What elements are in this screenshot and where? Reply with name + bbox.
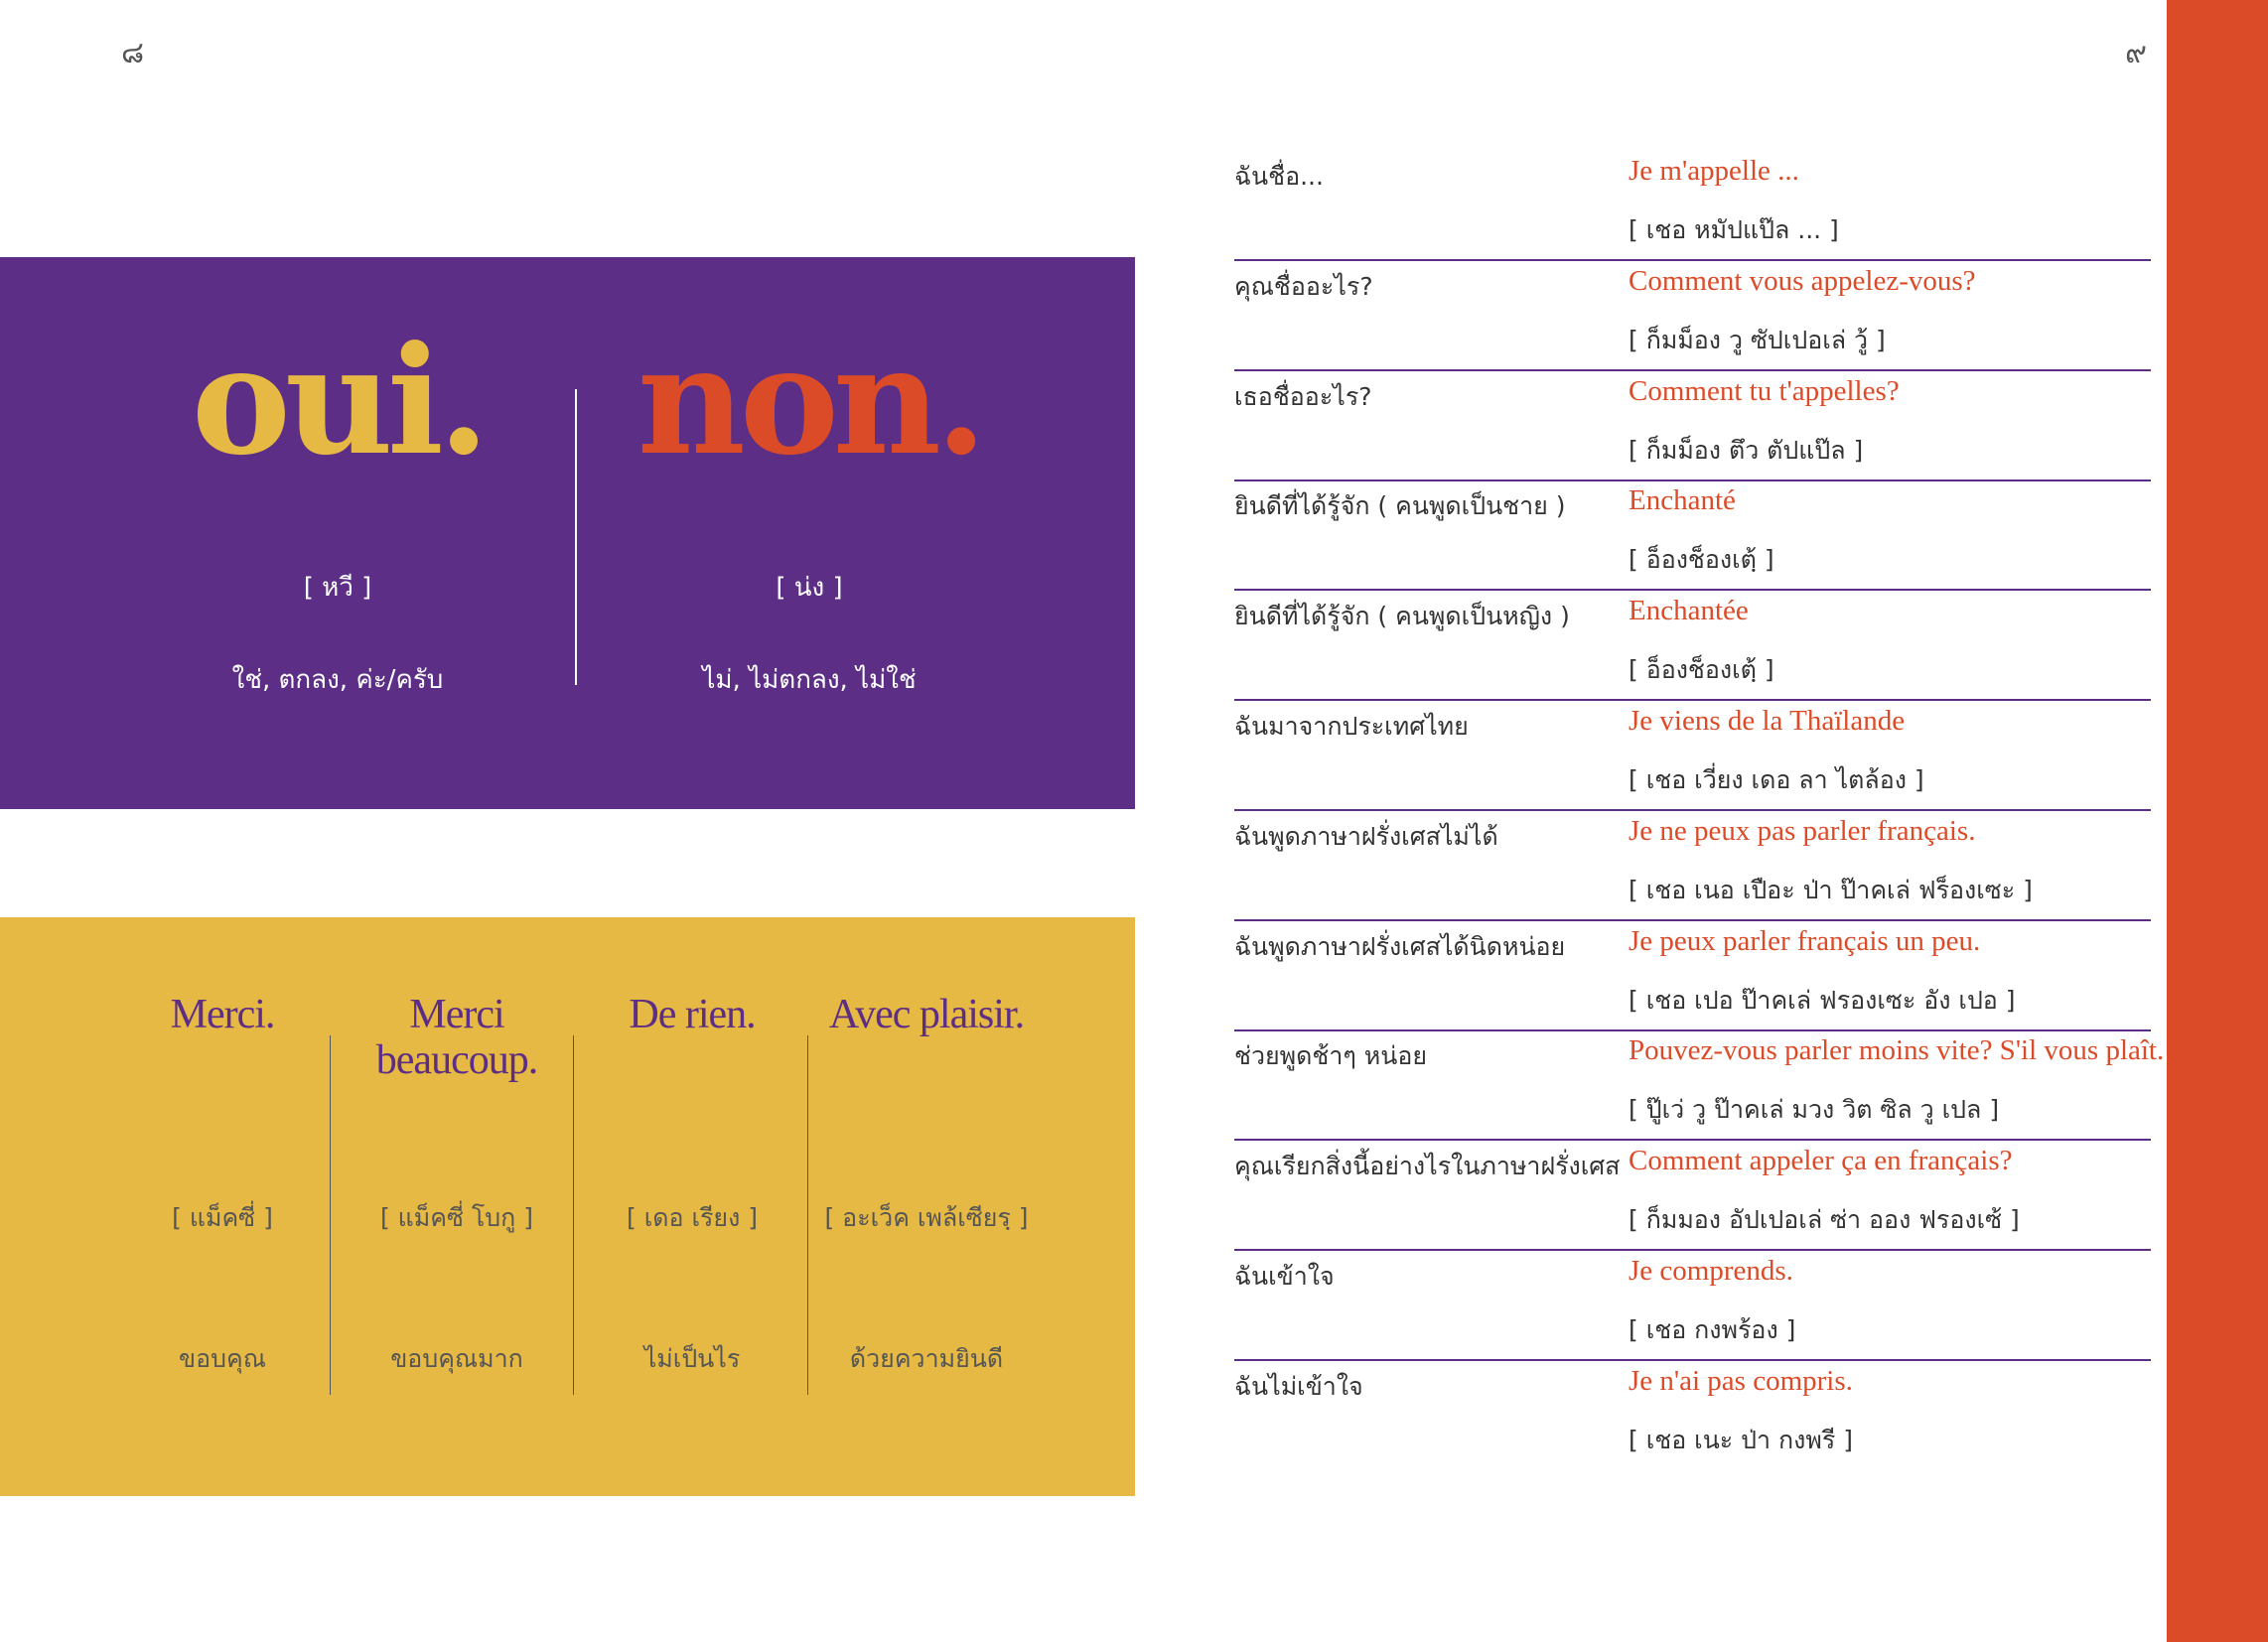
row-divider <box>1234 1249 2151 1252</box>
oui-word: oui. <box>191 314 490 488</box>
french-phrase: Comment appeler ça en français? <box>1629 1145 2013 1177</box>
thai-phrase: ยินดีที่ได้รู้จัก ( คนพูดเป็นหญิง ) <box>1234 602 1570 631</box>
divider <box>807 1035 808 1395</box>
divider <box>330 1035 331 1395</box>
thanks-pronunciation: [ อะเว็ค เพล้เซียรฺ ] <box>824 1203 1029 1232</box>
phrase-row: ฉันชื่อ... Je m'appelle ... [ เชอ หมัปแป๊ล… <box>1234 151 2151 261</box>
non-meaning: ไม่, ไม่ตกลง, ไม่ใช่ <box>702 665 917 695</box>
french-phrase: Je n'ai pas compris. <box>1629 1364 1853 1397</box>
thanks-word: Merci beaucoup. <box>375 992 538 1083</box>
row-divider <box>1234 259 2151 261</box>
phrase-row: ฉันมาจากประเทศไทย Je viens de la Thaïland… <box>1234 701 2151 811</box>
non-pronunciation: [ น่ง ] <box>776 573 843 603</box>
french-phrase: Enchanté <box>1629 484 1736 517</box>
row-divider <box>1234 918 2151 921</box>
french-phrase: Comment tu t'appelles? <box>1629 374 1900 407</box>
row-divider <box>1234 699 2151 702</box>
pronunciation: [ อ็องช็องเตฺ้ ] <box>1629 655 1774 685</box>
thanks-meaning: ขอบคุณมาก <box>390 1344 523 1373</box>
phrase-row: คุณเรียกสิ่งนี้อย่างไรในภาษาฝรั่งเศส Comm… <box>1234 1141 2151 1252</box>
thanks-pronunciation: [ แม็คซี่ ] <box>172 1203 273 1232</box>
pronunciation: [ อ็องช็องเตฺ้ ] <box>1629 545 1774 575</box>
thai-phrase: ฉันมาจากประเทศไทย <box>1234 712 1469 741</box>
row-divider <box>1234 368 2151 371</box>
thanks-meaning: ด้วยความยินดี <box>849 1344 1004 1373</box>
page-number-left: ๘ <box>121 37 145 69</box>
french-phrase: Enchantée <box>1629 595 1749 627</box>
phrase-row: ฉันพูดภาษาฝรั่งเศสไม่ได้ Je ne peux pas p… <box>1234 811 2151 921</box>
pronunciation: [ เชอ เนะ ป่า กงพรี ] <box>1629 1425 1853 1454</box>
thai-phrase: ฉันไม่เข้าใจ <box>1234 1371 1363 1401</box>
phrase-row: ฉันพูดภาษาฝรั่งเศสได้นิดหน่อย Je peux par… <box>1234 921 2151 1031</box>
page-number-right: ๙ <box>2125 37 2147 69</box>
row-divider <box>1234 809 2151 811</box>
thai-phrase: ฉันพูดภาษาฝรั่งเศสได้นิดหน่อย <box>1234 931 1566 961</box>
row-divider <box>1234 479 2151 481</box>
french-phrase: Je viens de la Thaïlande <box>1629 705 1906 737</box>
thai-phrase: ฉันเข้าใจ <box>1234 1262 1335 1291</box>
thanks-pronunciation: [ เดอ เรียง ] <box>627 1203 758 1232</box>
thanks-word: Avec plaisir. <box>828 992 1025 1037</box>
pronunciation: [ เชอ เปอ ป๊าคเล่ ฟรองเซะ อัง เปอ ] <box>1629 985 2016 1015</box>
pronunciation: [ ปู๊เว่ วู ป๊าคเล่ มวง วิต ซิล วู เปล ] <box>1629 1095 2000 1125</box>
oui-pronunciation: [ หวี ] <box>303 573 372 603</box>
phrase-row: ยินดีที่ได้รู้จัก ( คนพูดเป็นหญิง ) Encha… <box>1234 591 2151 702</box>
divider <box>575 389 577 685</box>
french-phrase: Comment vous appelez-vous? <box>1629 264 1976 297</box>
thanks-panel: Merci. [ แม็คซี่ ] ขอบคุณ Merci beaucoup… <box>0 917 1135 1496</box>
pronunciation: [ เชอ หมัปแป๊ล ... ] <box>1629 215 1839 244</box>
pronunciation: [ เชอ กงพร้อง ] <box>1629 1315 1796 1344</box>
thanks-word: Merci. <box>170 992 276 1037</box>
pronunciation: [ ก็มม็อง ตึว ตัปแป๊ล ] <box>1629 435 1864 465</box>
thanks-meaning: ไม่เป็นไร <box>643 1344 741 1373</box>
yes-no-panel: oui. [ หวี ] ใช่, ตกลง, ค่ะ/ครับ non. [ … <box>0 257 1135 809</box>
divider <box>573 1035 574 1395</box>
thai-phrase: คุณเรียกสิ่งนี้อย่างไรในภาษาฝรั่งเศส <box>1234 1152 1621 1181</box>
pronunciation: [ ก็มม็อง วู ซัปเปอเล่ วู้ ] <box>1629 325 1886 354</box>
oui-meaning: ใช่, ตกลง, ค่ะ/ครับ <box>231 665 444 695</box>
orange-edge-strip <box>2167 0 2268 1642</box>
thanks-meaning: ขอบคุณ <box>179 1344 266 1373</box>
thai-phrase: คุณชื่ออะไร? <box>1234 271 1373 301</box>
thai-phrase: ฉันพูดภาษาฝรั่งเศสไม่ได้ <box>1234 821 1498 851</box>
french-phrase: Je ne peux pas parler français. <box>1629 814 1976 847</box>
french-phrase: Je comprends. <box>1629 1255 1793 1287</box>
phrase-row: ยินดีที่ได้รู้จัก ( คนพูดเป็นชาย ) Enchan… <box>1234 480 2151 592</box>
french-phrase: Je m'appelle ... <box>1629 155 1799 187</box>
pronunciation: [ เชอ เนอ เปือะ ป่า ป๊าคเล่ ฟร็องเซะ ] <box>1629 875 2033 904</box>
pronunciation: [ เชอ เวี่ยง เดอ ลา ไตล้อง ] <box>1629 765 1924 794</box>
thanks-pronunciation: [ แม็คซี่ โบกู ] <box>379 1203 534 1232</box>
row-divider <box>1234 589 2151 592</box>
phrase-row: เธอชื่ออะไร? Comment tu t'appelles? [ ก็มม… <box>1234 371 2151 481</box>
thai-phrase: เธอชื่ออะไร? <box>1234 381 1372 411</box>
thanks-word: De rien. <box>629 992 756 1037</box>
phrase-row: ฉันเข้าใจ Je comprends. [ เชอ กงพร้อง ] <box>1234 1251 2151 1361</box>
row-divider <box>1234 1028 2151 1031</box>
thai-phrase: ช่วยพูดช้าๆ หน่อย <box>1234 1041 1427 1071</box>
row-divider <box>1234 1359 2151 1361</box>
phrase-row: ฉันไม่เข้าใจ Je n'ai pas compris. [ เชอ เน… <box>1234 1361 2151 1471</box>
pronunciation: [ ก็มมอง อัปเปอเล่ ซ่า ออง ฟรองเซ้ ] <box>1629 1205 2020 1235</box>
row-divider <box>1234 1139 2151 1142</box>
thai-phrase: ฉันชื่อ... <box>1234 162 1324 191</box>
thai-phrase: ยินดีที่ได้รู้จัก ( คนพูดเป็นชาย ) <box>1234 491 1566 521</box>
phrase-row: ช่วยพูดช้าๆ หน่อย Pouvez-vous parler moin… <box>1234 1030 2164 1142</box>
non-word: non. <box>637 314 987 488</box>
phrase-row: คุณชื่ออะไร? Comment vous appelez-vous? [ … <box>1234 261 2151 371</box>
french-phrase: Je peux parler français un peu. <box>1629 924 1981 957</box>
french-phrase: Pouvez-vous parler moins vite? S'il vous… <box>1629 1034 2165 1067</box>
